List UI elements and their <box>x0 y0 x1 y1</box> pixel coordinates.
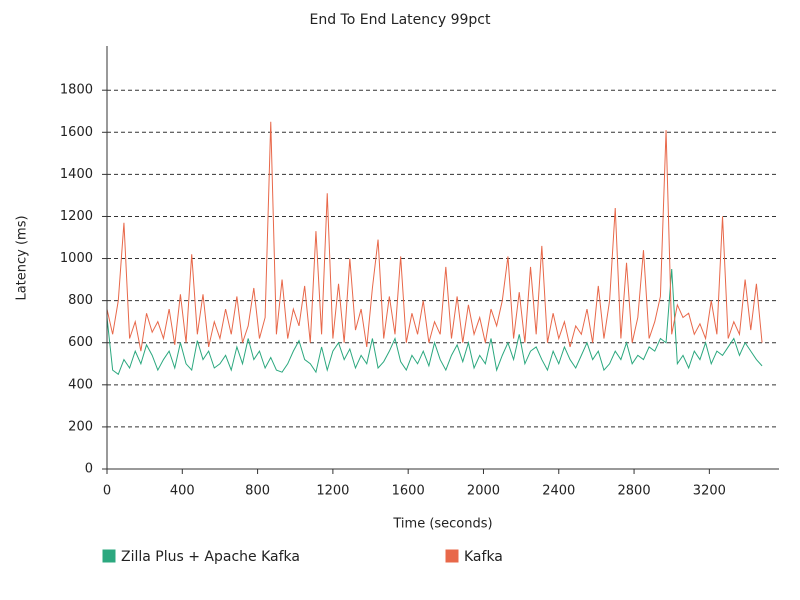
grid <box>107 89 779 470</box>
x-tick-label: 400 <box>170 484 195 499</box>
y-tick-label: 800 <box>68 293 93 308</box>
legend-swatch <box>445 549 459 563</box>
x-axis-label: Time (seconds) <box>392 517 492 532</box>
x-tick-label: 1600 <box>392 484 425 499</box>
y-tick-label: 400 <box>68 377 93 392</box>
axes: 0 200 400 600 800 1000 1200 1400 1600 1800 0 400 800… <box>60 46 779 499</box>
x-tick-label: 3200 <box>693 484 726 499</box>
x-tick-label: 800 <box>245 484 270 499</box>
x-tick-label: 2000 <box>467 484 500 499</box>
series-line <box>106 121 763 352</box>
x-tick-label: 2400 <box>542 484 575 499</box>
series-line <box>106 269 763 376</box>
legend-swatch <box>102 549 116 563</box>
y-tick-label: 1200 <box>60 209 93 224</box>
y-tick-label: 1800 <box>60 83 93 98</box>
y-tick-label: 600 <box>68 335 93 350</box>
plot-lines <box>106 121 763 376</box>
chart-title: End To End Latency 99pct <box>310 12 491 28</box>
x-tick-label: 0 <box>103 484 111 499</box>
legend-label: Zilla Plus + Apache Kafka <box>121 549 300 565</box>
y-tick-label: 1000 <box>60 251 93 266</box>
legend-label: Kafka <box>464 549 503 565</box>
legend: Zilla Plus + Apache Kafka Kafka <box>102 549 503 565</box>
y-axis-label: Latency (ms) <box>15 215 30 300</box>
y-tick-label: 1400 <box>60 167 93 182</box>
y-tick-label: 0 <box>85 462 93 477</box>
x-tick-label: 2800 <box>618 484 651 499</box>
y-tick-label: 200 <box>68 419 93 434</box>
x-tick-label: 1200 <box>316 484 349 499</box>
y-tick-label: 1600 <box>60 125 93 140</box>
